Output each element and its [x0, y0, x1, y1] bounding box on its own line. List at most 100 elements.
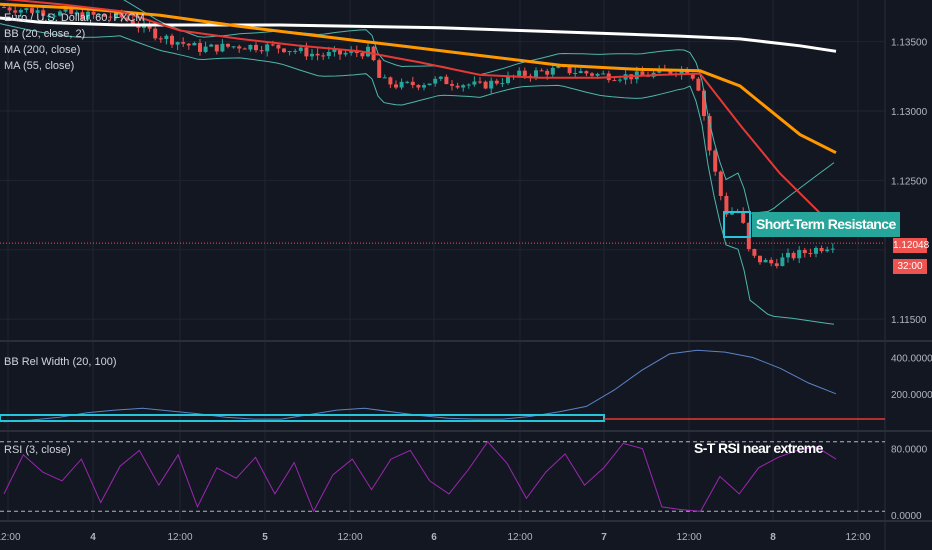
candle-down — [270, 44, 275, 46]
candle-down — [315, 53, 320, 56]
candle-up — [343, 52, 348, 55]
candle-down — [450, 84, 454, 86]
candle-down — [237, 46, 242, 49]
candle-down — [170, 35, 174, 45]
candle-down — [102, 14, 107, 17]
candle-down — [567, 66, 572, 74]
candle-up — [74, 12, 79, 14]
candle-down — [338, 49, 342, 55]
candle-up — [422, 85, 426, 88]
candle-up — [114, 12, 118, 18]
candle-up — [573, 72, 578, 74]
legend-symbol[interactable]: Euro / U.S. Dollar, 60, FXCM — [4, 12, 145, 24]
candle-down — [108, 16, 113, 18]
time-tick-label: 12:00 — [337, 532, 362, 543]
bbrel-tick-label: 400.0000 — [891, 354, 932, 365]
candle-up — [52, 15, 57, 17]
candle-down — [752, 249, 757, 256]
candle-down — [41, 10, 46, 16]
candle-down — [360, 52, 365, 57]
candle-down — [13, 10, 18, 13]
resistance-zone — [723, 211, 751, 238]
bb-lower-band — [0, 23, 835, 325]
time-tick-label: 4 — [90, 532, 96, 543]
candle-up — [797, 250, 802, 259]
candle-up — [192, 42, 197, 46]
candle-down — [741, 211, 746, 223]
time-tick-label: 12:00 — [507, 532, 532, 543]
candle-down — [69, 9, 74, 14]
candle-up — [550, 67, 555, 75]
candle-down — [410, 81, 415, 86]
candle-down — [242, 48, 247, 50]
candle-up — [366, 46, 370, 57]
candle-down — [483, 81, 488, 89]
candle-down — [377, 60, 382, 78]
candle-down — [186, 43, 191, 46]
candle-down — [590, 73, 594, 76]
candle-up — [601, 73, 606, 75]
candle-up — [287, 51, 292, 53]
candle-down — [494, 80, 499, 84]
candle-down — [7, 7, 12, 11]
candle-up — [97, 14, 102, 16]
candle-up — [382, 77, 387, 79]
candle-down — [713, 150, 718, 172]
candle-down — [153, 28, 158, 39]
candle-up — [248, 44, 253, 50]
candle-up — [58, 11, 62, 16]
bb-upper-band — [123, 0, 835, 214]
time-tick-label: 8 — [770, 532, 776, 543]
candle-up — [517, 70, 522, 76]
resistance-annotation[interactable]: Short-Term Resistance — [752, 212, 900, 237]
candle-down — [276, 44, 281, 49]
ma-line-2 — [4, 0, 837, 230]
legend-bb[interactable]: BB (20, close, 2) — [4, 28, 86, 40]
candle-down — [668, 70, 673, 74]
legend-ma55[interactable]: MA (55, close) — [4, 60, 75, 72]
candle-down — [769, 259, 774, 264]
candle-up — [438, 76, 443, 79]
candle-up — [730, 212, 734, 215]
candle-down — [198, 42, 202, 52]
candle-down — [304, 47, 309, 57]
candle-down — [819, 248, 824, 252]
candle-up — [825, 249, 830, 252]
candle-down — [91, 11, 96, 15]
candle-up — [427, 83, 432, 86]
candle-down — [119, 12, 124, 18]
candle-down — [724, 195, 729, 215]
price-tick-label: 1.13500 — [891, 38, 928, 49]
time-tick-label: 12:00 — [167, 532, 192, 543]
ma-line-1 — [0, 2, 837, 155]
candle-up — [534, 70, 538, 78]
candle-up — [489, 80, 494, 89]
current-price-label: 1.12048 — [893, 238, 930, 253]
bbrel-low-zone — [0, 414, 605, 422]
ma-line-0 — [0, 16, 837, 53]
candle-down — [388, 77, 393, 85]
candle-down — [214, 44, 219, 52]
candle-up — [595, 73, 600, 76]
candle-down — [808, 253, 813, 255]
candle-up — [556, 66, 561, 68]
candle-down — [539, 70, 544, 72]
candle-up — [35, 10, 40, 13]
candle-down — [707, 116, 712, 151]
candle-up — [578, 71, 583, 73]
price-tick-label: 1.11500 — [891, 315, 927, 326]
candle-down — [416, 85, 421, 88]
candle-up — [500, 83, 505, 85]
candle-down — [158, 38, 163, 40]
candle-up — [220, 43, 225, 52]
candle-up — [763, 259, 768, 263]
legend-bbrel[interactable]: BB Rel Width (20, 100) — [4, 356, 117, 368]
candle-down — [282, 48, 286, 53]
legend-ma200[interactable]: MA (200, close) — [4, 44, 81, 56]
candle-down — [444, 76, 449, 85]
rsi-annotation[interactable]: S-T RSI near extreme — [694, 440, 823, 456]
rsi-legend: RSI (3, close) — [4, 442, 71, 458]
legend-rsi[interactable]: RSI (3, close) — [4, 444, 71, 456]
time-tick-label: 7 — [601, 532, 607, 543]
